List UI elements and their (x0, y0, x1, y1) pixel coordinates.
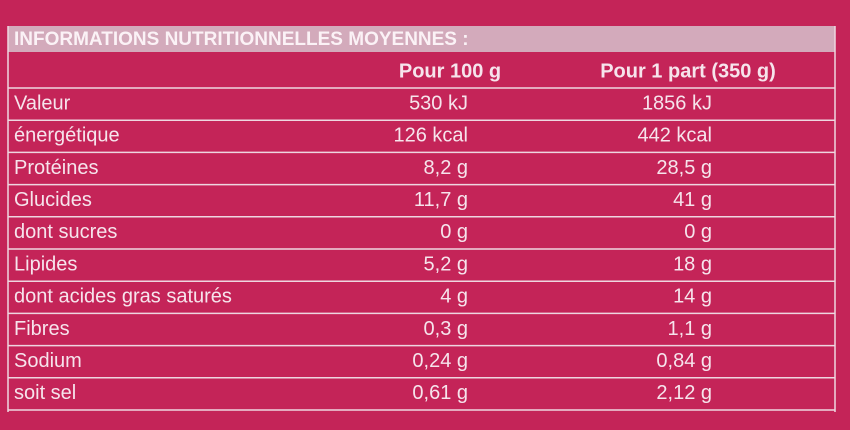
value-per-100g: 11,7 g (414, 189, 468, 211)
value-per-100g: 8,2 g (424, 157, 468, 179)
row-label: énergétique (14, 125, 120, 147)
row-label: Fibres (14, 318, 70, 340)
value-per-portion: 41 g (673, 189, 712, 211)
column-header: Pour 100 g (399, 60, 501, 82)
value-per-portion: 14 g (673, 286, 712, 308)
value-per-portion: 28,5 g (656, 157, 712, 179)
value-per-portion: 0,84 g (656, 350, 712, 372)
column-header: Pour 1 part (350 g) (600, 60, 776, 82)
value-per-100g: 5,2 g (424, 253, 468, 275)
row-label: Lipides (14, 253, 77, 275)
value-per-100g: 0,61 g (412, 382, 468, 404)
row-label: Protéines (14, 157, 99, 179)
row-label: dont sucres (14, 221, 117, 243)
table-title: INFORMATIONS NUTRITIONNELLES MOYENNES : (14, 29, 469, 50)
value-per-portion: 0 g (684, 221, 712, 243)
value-per-portion: 442 kcal (638, 125, 713, 147)
row-label: dont acides gras saturés (14, 286, 232, 308)
row-label: soit sel (14, 382, 76, 404)
value-per-portion: 1856 kJ (642, 92, 712, 114)
title-band (8, 26, 835, 52)
value-per-portion: 1,1 g (668, 318, 712, 340)
row-label: Valeur (14, 92, 71, 114)
value-per-100g: 126 kcal (394, 125, 469, 147)
value-per-100g: 0 g (440, 221, 468, 243)
row-label: Sodium (14, 350, 82, 372)
value-per-100g: 0,24 g (412, 350, 468, 372)
value-per-100g: 530 kJ (409, 92, 468, 114)
value-per-100g: 4 g (440, 286, 468, 308)
value-per-portion: 2,12 g (656, 382, 712, 404)
value-per-100g: 0,3 g (424, 318, 468, 340)
row-label: Glucides (14, 189, 92, 211)
value-per-portion: 18 g (673, 253, 712, 275)
